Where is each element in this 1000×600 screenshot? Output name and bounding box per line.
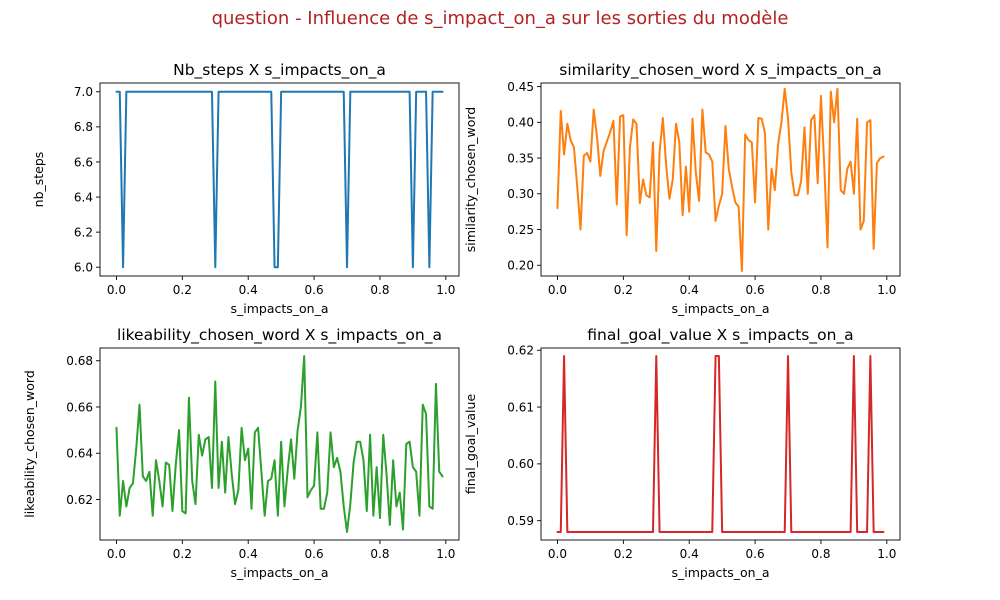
x-tick-label: 0.2: [614, 547, 633, 561]
x-tick-label: 1.0: [436, 283, 455, 297]
y-tick-label: 0.30: [507, 187, 534, 201]
subplot-3: 0.0 0.2 0.4 0.6 0.8 1.0 0.62 0.64 0.66 0.68 likeab…: [22, 326, 460, 580]
plot-frame: [540, 347, 901, 541]
y-axis-label: similarity_chosen_word: [463, 107, 478, 252]
figure-title: question - Influence de s_impact_on_a su…: [211, 8, 789, 29]
series-line-3-1: [115, 355, 444, 533]
y-tick-label: 0.35: [507, 151, 534, 165]
y-axis-label: likeability_chosen_word: [22, 370, 37, 518]
x-tick-label: 0.8: [811, 547, 830, 561]
x-tick-label: 0.8: [370, 547, 389, 561]
x-tick-label: 0.2: [173, 283, 192, 297]
x-tick-label: 0.8: [370, 283, 389, 297]
y-tick-label: 0.25: [507, 223, 534, 237]
y-tick-label: 6.8: [74, 120, 93, 134]
x-tick-label: 0.4: [239, 547, 258, 561]
x-tick-label: 0.4: [239, 283, 258, 297]
x-tick-label: 1.0: [877, 283, 896, 297]
x-tick-label: 0.0: [548, 283, 567, 297]
y-tick-label: 0.45: [507, 80, 534, 94]
subplot-1: 0.0 0.2 0.4 0.6 0.8 1.0 6.0 6.2 6.4 6.6 6.8 7.0 Nb_s…: [31, 61, 460, 316]
series-line-2-1: [556, 87, 885, 272]
plot-frame: [99, 347, 460, 541]
x-tick-label: 0.0: [107, 547, 126, 561]
series-line-1-1: [115, 90, 444, 269]
x-tick-label: 0.6: [305, 547, 324, 561]
y-tick-label: 6.0: [74, 261, 93, 275]
x-tick-label: 1.0: [877, 547, 896, 561]
x-tick-label: 0.0: [107, 283, 126, 297]
y-tick-label: 0.59: [507, 514, 534, 528]
x-tick-label: 0.6: [746, 547, 765, 561]
x-axis-label: s_impacts_on_a: [671, 565, 769, 580]
y-tick-label: 0.64: [66, 447, 93, 461]
y-tick-label: 0.20: [507, 259, 534, 273]
x-tick-label: 0.0: [548, 547, 567, 561]
x-axis-label: s_impacts_on_a: [671, 301, 769, 316]
subplot-title: similarity_chosen_word X s_impacts_on_a: [559, 61, 881, 80]
x-tick-label: 0.6: [746, 283, 765, 297]
x-tick-label: 0.2: [173, 547, 192, 561]
subplot-4: 0.0 0.2 0.4 0.6 0.8 1.0 0.59 0.60 0.61 0.62 final_…: [463, 326, 901, 580]
y-tick-label: 6.4: [74, 190, 93, 204]
x-tick-label: 0.4: [680, 283, 699, 297]
subplot-title: likeability_chosen_word X s_impacts_on_a: [117, 326, 442, 345]
y-tick-label: 0.62: [66, 493, 93, 507]
x-axis-label: s_impacts_on_a: [230, 565, 328, 580]
x-tick-label: 0.2: [614, 283, 633, 297]
x-tick-label: 0.6: [305, 283, 324, 297]
y-tick-label: 0.60: [507, 457, 534, 471]
y-tick-label: 0.61: [507, 400, 534, 414]
x-tick-label: 0.4: [680, 547, 699, 561]
y-axis-label: final_goal_value: [463, 394, 478, 495]
x-axis-label: s_impacts_on_a: [230, 301, 328, 316]
plot-frame: [99, 82, 460, 277]
x-tick-label: 1.0: [436, 547, 455, 561]
y-tick-label: 0.68: [66, 354, 93, 368]
series-line-4-1: [556, 354, 885, 534]
plot-frame: [540, 82, 901, 277]
subplot-title: Nb_steps X s_impacts_on_a: [173, 61, 386, 80]
x-tick-label: 0.8: [811, 283, 830, 297]
y-tick-label: 7.0: [74, 85, 93, 99]
y-axis-label: nb_steps: [31, 152, 46, 208]
subplot-2: 0.0 0.2 0.4 0.6 0.8 1.0 0.20 0.25 0.30 0.35 0.40 0.…: [463, 61, 901, 316]
y-tick-label: 6.2: [74, 225, 93, 239]
y-tick-label: 6.6: [74, 155, 93, 169]
y-tick-label: 0.62: [507, 344, 534, 358]
y-tick-label: 0.66: [66, 400, 93, 414]
y-tick-label: 0.40: [507, 116, 534, 130]
subplot-title: final_goal_value X s_impacts_on_a: [587, 326, 853, 345]
